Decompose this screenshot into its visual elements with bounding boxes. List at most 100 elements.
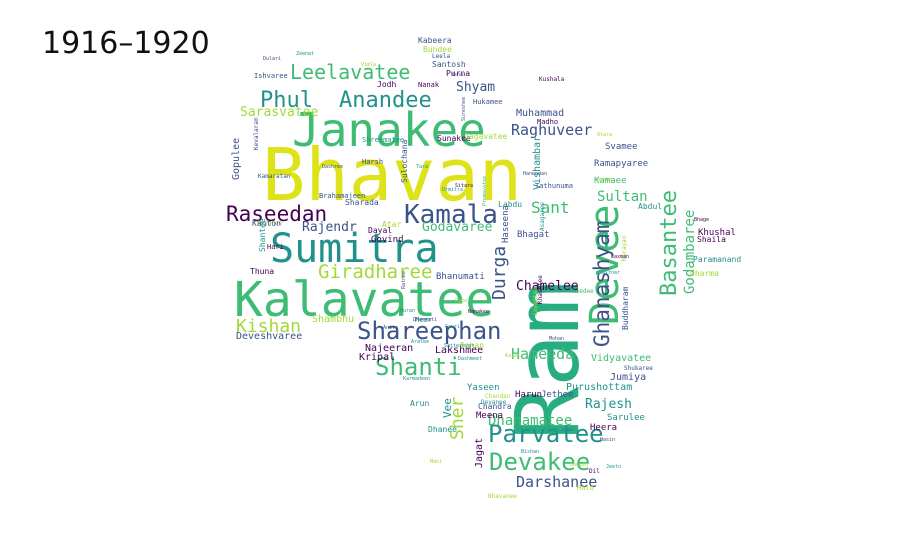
cloud-word: Rajendr xyxy=(302,220,357,235)
cloud-word: Chandan xyxy=(485,393,511,400)
cloud-word: Haneedan xyxy=(523,171,547,177)
cloud-word: Kripal xyxy=(359,352,395,363)
cloud-word: Purna xyxy=(446,69,470,78)
cloud-word: Vishambar xyxy=(532,136,543,190)
cloud-word: Sureshee xyxy=(461,97,467,121)
cloud-word: Meena xyxy=(476,411,503,421)
cloud-word: Gauri xyxy=(445,324,460,330)
cloud-word: Sarasvatee xyxy=(240,105,318,120)
cloud-word: Karmadeen xyxy=(403,376,430,382)
cloud-word: Aratee xyxy=(411,339,429,345)
cloud-word: Chamelee xyxy=(516,279,579,294)
cloud-word: Vee xyxy=(441,398,454,418)
cloud-word: Dharmati xyxy=(413,317,437,323)
cloud-word: Shantee xyxy=(258,218,267,252)
cloud-word: Kalavatee xyxy=(234,272,494,328)
cloud-word: Usha xyxy=(451,72,463,78)
cloud-word: Deveshvaree xyxy=(236,331,302,342)
cloud-word: Godambaree xyxy=(682,210,698,294)
cloud-word: Sarulee xyxy=(607,413,645,423)
cloud-word: Kamaratan xyxy=(258,173,291,180)
cloud-word: Laxman xyxy=(611,254,629,260)
cloud-word: Kishan xyxy=(236,316,301,337)
cloud-word: Tathunuma xyxy=(535,182,573,190)
cloud-word: Shyam xyxy=(456,80,495,95)
cloud-word: Rajesh xyxy=(585,397,632,412)
cloud-word: Sant xyxy=(531,198,570,217)
cloud-word: Hameeda xyxy=(511,345,574,363)
cloud-word: Svamee xyxy=(605,142,638,152)
cloud-word: Shaila xyxy=(697,235,726,244)
cloud-word: Sultan xyxy=(597,189,648,205)
cloud-word: Ishvaree xyxy=(254,72,288,80)
cloud-word: Atara xyxy=(597,132,612,138)
cloud-word: Dhanamatee xyxy=(488,413,572,429)
cloud-word: Basantee xyxy=(657,190,682,296)
cloud-word: Dhanee xyxy=(428,425,457,434)
cloud-word: Dashree xyxy=(322,164,343,170)
cloud-word: Zeenat xyxy=(296,51,314,57)
cloud-word: Gopulee xyxy=(231,138,242,180)
cloud-word: Shareephan xyxy=(357,317,502,345)
cloud-word: Janakee xyxy=(292,103,486,157)
cloud-word: Devee xyxy=(582,205,628,325)
cloud-word: Haseena xyxy=(501,205,511,243)
cloud-word: Dashmeet xyxy=(458,356,482,362)
cloud-word: Devanee xyxy=(481,399,507,406)
cloud-word: Bhavan xyxy=(262,133,522,217)
cloud-word: Dayal xyxy=(368,226,392,235)
cloud-word: Lakshmee xyxy=(435,345,483,356)
cloud-word: Kabeera xyxy=(418,36,452,45)
cloud-word: Bhanumati xyxy=(436,272,485,282)
cloud-word: Harun xyxy=(515,390,542,400)
cloud-word: Vimla xyxy=(361,62,376,68)
cloud-word: Ramapyaree xyxy=(594,159,648,169)
cloud-word: Tara xyxy=(416,164,428,170)
cloud-word: Durga xyxy=(489,246,510,300)
cloud-word: Bhage xyxy=(694,217,709,223)
cloud-word: Kushala xyxy=(539,76,565,83)
cloud-word: Buddharam xyxy=(621,286,630,330)
cloud-word: Yaseen xyxy=(467,383,500,393)
cloud-word: Sujanee xyxy=(257,220,283,227)
cloud-word: Najeeran xyxy=(365,343,413,354)
cloud-word: Godavaree xyxy=(422,220,493,235)
cloud-word: Sumitra xyxy=(270,226,439,272)
cloud-word: Kajal xyxy=(505,353,520,359)
cloud-word: Anandee xyxy=(339,88,432,113)
cloud-word: Bhagat xyxy=(517,230,550,240)
cloud-word: Leelavatee xyxy=(290,60,410,84)
cloud-word: Aasha xyxy=(597,177,612,183)
cloud-word: Khashtee xyxy=(537,275,544,304)
cloud-word: Bhavanee xyxy=(488,493,517,500)
cloud-word: Labdu xyxy=(498,200,522,209)
cloud-word: Shukaree xyxy=(624,365,653,372)
cloud-word: Ghanashyam xyxy=(590,221,614,347)
cloud-word: Ram xyxy=(496,281,599,440)
cloud-word: Kamala xyxy=(404,200,498,230)
cloud-word: Dulari xyxy=(263,56,281,62)
cloud-word: Vidyavatee xyxy=(591,353,651,364)
cloud-word: Hukamee xyxy=(473,98,503,106)
cloud-word: Atar xyxy=(382,220,401,229)
cloud-word: Kanton xyxy=(252,219,281,228)
cloud-word: Jethee xyxy=(541,390,574,400)
cloud-word: Khushal xyxy=(698,228,736,238)
cloud-word: Raghuveer xyxy=(511,121,592,139)
cloud-word: Leela xyxy=(432,53,450,60)
year-range-title: 1916–1920 xyxy=(42,26,210,61)
cloud-word: Sitara xyxy=(455,183,473,189)
cloud-word: Sher xyxy=(447,396,468,440)
cloud-word: Devakee xyxy=(489,448,590,476)
cloud-word: Giradharee xyxy=(318,261,432,283)
cloud-word: Sharada xyxy=(345,198,379,207)
cloud-word: Puran xyxy=(400,308,415,314)
cloud-word: Hari xyxy=(267,243,284,251)
cloud-word: Sulochana xyxy=(400,139,409,183)
cloud-word: Santosh xyxy=(432,60,466,69)
cloud-word: Kevalaram xyxy=(253,117,260,150)
cloud-word: Narayan xyxy=(621,235,628,261)
cloud-word: Arun xyxy=(410,399,429,408)
cloud-word: Shreematee xyxy=(362,136,404,144)
cloud-word: Darshanee xyxy=(516,473,597,491)
